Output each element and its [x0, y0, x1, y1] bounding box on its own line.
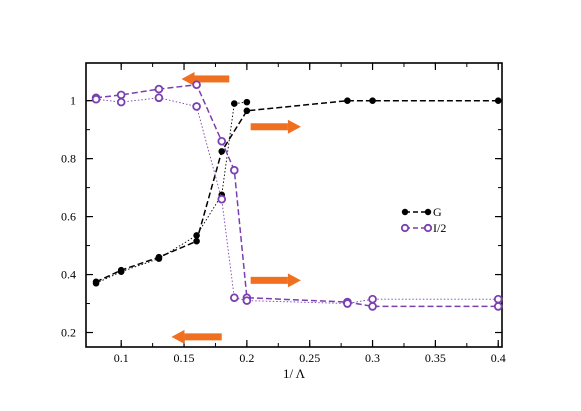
data-point [494, 97, 502, 104]
data-point [493, 294, 503, 304]
legend: G I/2 [400, 205, 446, 235]
data-point [155, 255, 163, 262]
data-point [231, 100, 238, 107]
data-point [493, 302, 503, 311]
x-tick-label: 0.35 [425, 351, 446, 365]
data-point [230, 293, 239, 303]
x-tick-label: 0.2 [239, 351, 254, 365]
data-point [218, 148, 226, 155]
data-point [193, 232, 200, 239]
x-tick-label: 0.15 [174, 351, 195, 365]
data-point [344, 97, 351, 104]
y-tick-label: 0.6 [61, 210, 76, 224]
data-point [243, 107, 251, 115]
data-point [91, 94, 101, 104]
y-tick-label: 0.8 [61, 152, 76, 166]
data-point [116, 97, 126, 107]
data-point [154, 93, 164, 103]
y-tick-label: 0.2 [61, 326, 76, 340]
data-point [230, 165, 239, 175]
data-point [192, 102, 201, 111]
series-line-dashed [96, 83, 499, 308]
data-point [154, 84, 164, 94]
x-tick-label: 0.3 [365, 351, 380, 365]
series-layer [91, 80, 503, 311]
axis-ticks: 0.1 0.15 0.2 0.25 0.3 0.35 0.4 0.2 0.4 0.6 0.8 1 [61, 63, 506, 365]
legend-label-i2: I/2 [433, 221, 446, 235]
data-point [369, 97, 376, 104]
series-g [92, 97, 502, 287]
data-point [343, 299, 352, 308]
legend-marker-g-end [424, 208, 432, 216]
legend-marker-i2-end [423, 223, 433, 233]
data-point [368, 302, 377, 311]
data-point [243, 98, 251, 106]
series-i2 [91, 80, 503, 311]
data-point [117, 268, 125, 275]
arrow-left [171, 329, 222, 344]
arrow-left [181, 71, 230, 86]
data-point [368, 294, 377, 304]
data-point [192, 80, 201, 90]
data-point [217, 136, 227, 146]
legend-marker-i2 [400, 223, 410, 233]
data-point [193, 237, 200, 245]
x-tick-label: 0.25 [299, 351, 320, 365]
annotation-arrows [171, 71, 301, 344]
arrow-right [250, 119, 301, 134]
y-tick-label: 0.4 [61, 268, 76, 282]
arrow-right [250, 273, 301, 288]
x-tick-label: 0.1 [114, 351, 129, 365]
x-tick-label: 0.4 [491, 351, 506, 365]
legend-marker-g [401, 208, 409, 216]
data-point [116, 90, 126, 100]
data-point [92, 279, 100, 287]
data-point [217, 194, 227, 204]
legend-label-g: G [433, 205, 442, 219]
x-axis-label: 1/ Λ [283, 366, 306, 381]
y-tick-label: 1 [70, 94, 76, 108]
data-point [242, 296, 252, 305]
